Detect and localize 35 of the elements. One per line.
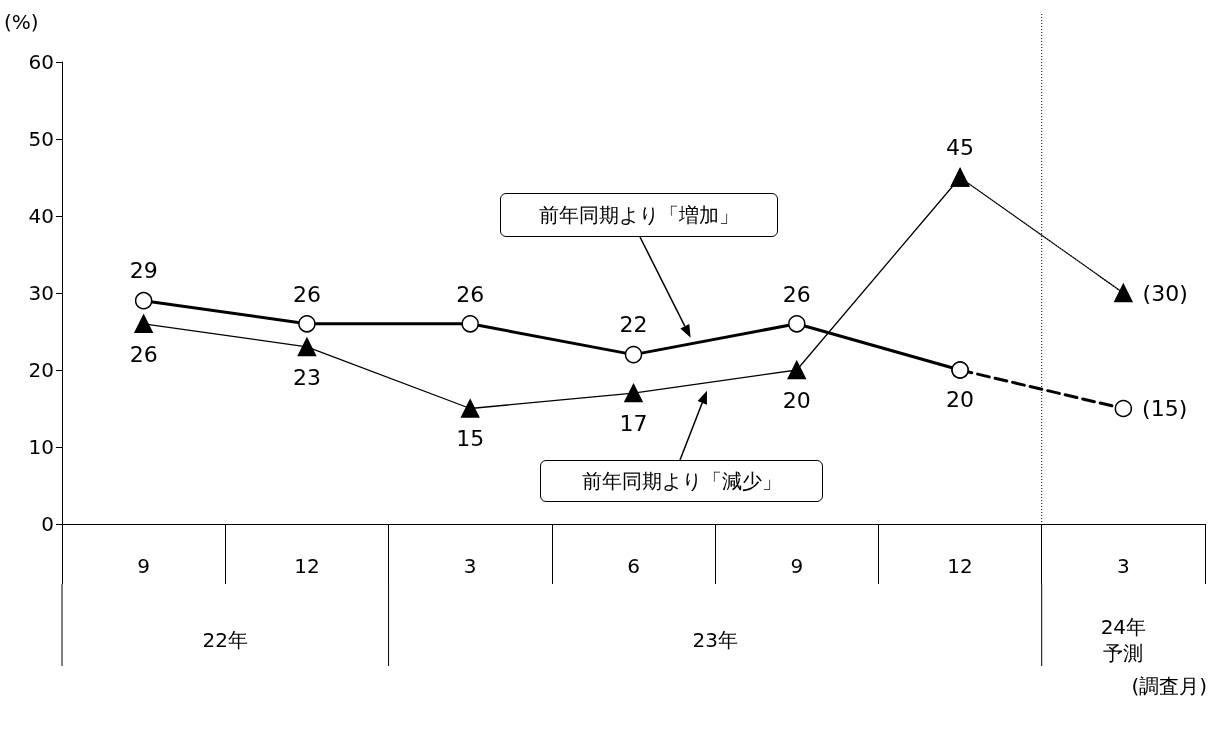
x-axis-title: (調査月) (1131, 674, 1207, 698)
y-tick-label: 40 (28, 204, 54, 228)
x-tick-label: 9 (790, 554, 804, 578)
data-label: (30) (1142, 280, 1188, 306)
x-tick-label: 9 (137, 554, 151, 578)
text: 22年 (202, 628, 249, 652)
data-label: 15 (456, 426, 485, 452)
y-axis-title: (%) (4, 10, 39, 34)
callout-box: 前年同期より「増加」 (500, 193, 778, 237)
data-label: (15) (1142, 396, 1188, 421)
data-label: 29 (129, 258, 158, 284)
data-label: 22 (619, 312, 648, 338)
data-label: 26 (292, 281, 321, 307)
data-label: 26 (129, 341, 158, 367)
y-tick-label: 10 (28, 435, 54, 459)
data-label: 20 (946, 387, 975, 413)
y-tick-label: 0 (41, 512, 54, 536)
data-label: 17 (619, 410, 648, 436)
text: 23年 (692, 628, 738, 652)
y-tick-label: 30 (28, 281, 54, 305)
x-tick-label: 3 (1116, 554, 1130, 578)
text: 24年予測 (1100, 615, 1147, 665)
data-label: 20 (782, 387, 811, 413)
y-tick-label: 50 (28, 127, 54, 151)
data-label: 23 (292, 364, 321, 390)
x-tick-label: 12 (294, 554, 320, 578)
x-tick-label: 12 (947, 554, 973, 578)
x-tick-label: 6 (627, 554, 640, 578)
y-tick-label: 20 (28, 358, 54, 382)
data-label: 26 (456, 281, 485, 307)
x-tick-label: 3 (463, 554, 477, 578)
data-label: 26 (782, 281, 811, 307)
callout-box: 前年同期より「減少」 (540, 460, 823, 502)
y-tick-label: 60 (28, 50, 54, 74)
data-label: 45 (946, 134, 975, 160)
